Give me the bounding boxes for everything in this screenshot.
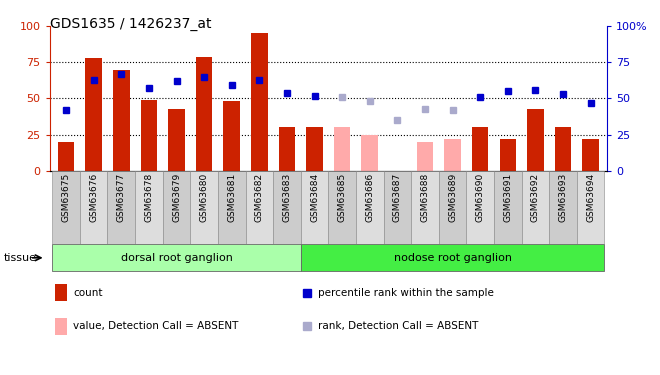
- Bar: [163, 171, 190, 244]
- Text: GSM63681: GSM63681: [227, 173, 236, 222]
- Bar: [521, 171, 549, 244]
- Text: GSM63680: GSM63680: [199, 173, 209, 222]
- Text: GSM63690: GSM63690: [476, 173, 484, 222]
- Bar: [190, 171, 218, 244]
- Text: GSM63694: GSM63694: [586, 173, 595, 222]
- Bar: [196, 57, 213, 171]
- Text: GDS1635 / 1426237_at: GDS1635 / 1426237_at: [50, 17, 211, 31]
- Text: GSM63689: GSM63689: [448, 173, 457, 222]
- FancyBboxPatch shape: [52, 244, 301, 272]
- Text: GSM63683: GSM63683: [282, 173, 292, 222]
- Bar: [383, 171, 411, 244]
- Bar: [80, 171, 108, 244]
- Bar: [527, 108, 544, 171]
- Text: GSM63691: GSM63691: [504, 173, 512, 222]
- Text: GSM63676: GSM63676: [89, 173, 98, 222]
- Text: GSM63692: GSM63692: [531, 173, 540, 222]
- Bar: [467, 171, 494, 244]
- Bar: [218, 171, 246, 244]
- Text: count: count: [73, 288, 102, 298]
- Bar: [52, 171, 80, 244]
- Bar: [549, 171, 577, 244]
- Text: nodose root ganglion: nodose root ganglion: [393, 253, 512, 263]
- Text: GSM63677: GSM63677: [117, 173, 126, 222]
- Bar: [135, 171, 163, 244]
- Bar: [108, 171, 135, 244]
- Bar: [279, 128, 295, 171]
- Bar: [328, 171, 356, 244]
- Bar: [582, 139, 599, 171]
- Text: value, Detection Call = ABSENT: value, Detection Call = ABSENT: [73, 321, 238, 331]
- Bar: [246, 171, 273, 244]
- Text: GSM63678: GSM63678: [145, 173, 153, 222]
- Text: dorsal root ganglion: dorsal root ganglion: [121, 253, 232, 263]
- Bar: [334, 128, 350, 171]
- Text: GSM63685: GSM63685: [338, 173, 346, 222]
- Bar: [168, 108, 185, 171]
- Text: GSM63679: GSM63679: [172, 173, 181, 222]
- Bar: [555, 128, 572, 171]
- Bar: [55, 284, 67, 301]
- Text: rank, Detection Call = ABSENT: rank, Detection Call = ABSENT: [318, 321, 478, 331]
- Text: GSM63693: GSM63693: [558, 173, 568, 222]
- Bar: [494, 171, 521, 244]
- Text: GSM63675: GSM63675: [61, 173, 71, 222]
- Text: tissue: tissue: [3, 253, 36, 263]
- Bar: [439, 171, 467, 244]
- Bar: [444, 139, 461, 171]
- Bar: [251, 33, 267, 171]
- Text: GSM63682: GSM63682: [255, 173, 264, 222]
- Bar: [416, 142, 433, 171]
- Bar: [306, 128, 323, 171]
- Text: percentile rank within the sample: percentile rank within the sample: [318, 288, 494, 298]
- Bar: [113, 70, 129, 171]
- Bar: [141, 100, 157, 171]
- Bar: [58, 142, 75, 171]
- Bar: [500, 139, 516, 171]
- FancyBboxPatch shape: [301, 244, 605, 272]
- Text: GSM63684: GSM63684: [310, 173, 319, 222]
- Text: GSM63688: GSM63688: [420, 173, 430, 222]
- Bar: [85, 58, 102, 171]
- Text: GSM63687: GSM63687: [393, 173, 402, 222]
- Bar: [356, 171, 383, 244]
- Bar: [577, 171, 605, 244]
- Bar: [301, 171, 328, 244]
- Bar: [472, 128, 488, 171]
- Bar: [362, 135, 378, 171]
- Bar: [55, 318, 67, 334]
- Bar: [224, 101, 240, 171]
- Text: GSM63686: GSM63686: [365, 173, 374, 222]
- Bar: [411, 171, 439, 244]
- Bar: [273, 171, 301, 244]
